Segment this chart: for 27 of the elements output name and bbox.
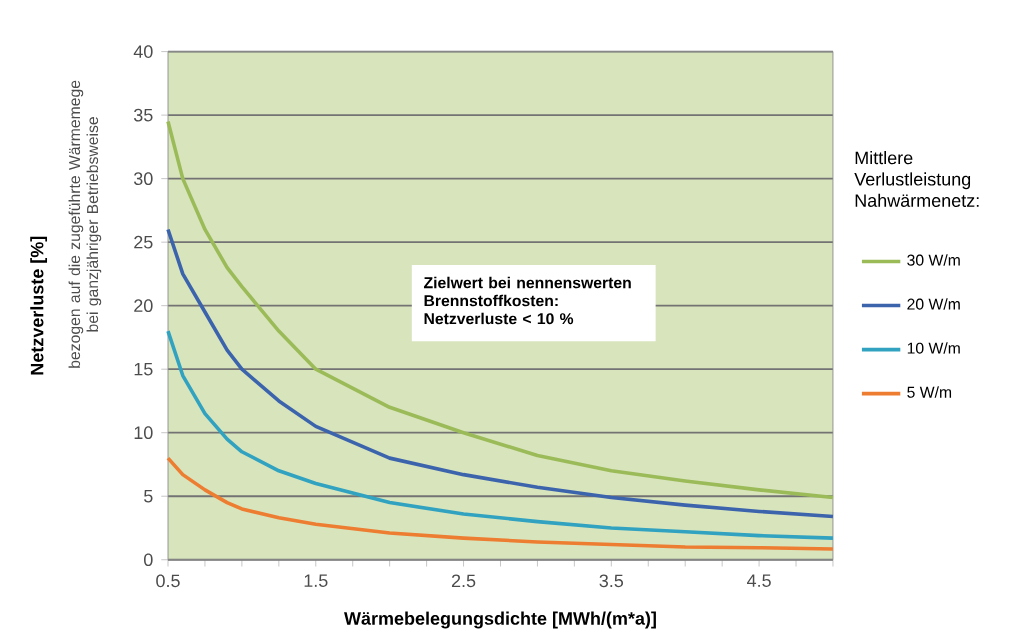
y-tick-label: 15	[134, 362, 153, 376]
y-tick-label: 40	[133, 45, 153, 58]
legend-label: 20 W/m	[907, 298, 960, 310]
legend-title: Mittlere Verlustleistung Nahwärmenetz:	[854, 150, 979, 207]
x-axis-title: Wärmebelegungsdichte [MWh/(m*a)]	[344, 611, 656, 629]
text: bezogen auf die zugeführte Wärmemege bei ganzjähriger Betriebsweise	[68, 80, 102, 368]
line-series	[166, 329, 835, 540]
y-tick-label: 10	[134, 426, 153, 440]
x-tick-label: 3.5	[599, 574, 624, 588]
line-series	[166, 227, 835, 519]
x-tick-label: 2.5	[451, 574, 476, 588]
y-tick-label: 35	[133, 108, 153, 122]
annotation: Zielwert bei nennenswerten Brennstoffkosten: Netzverluste < 10 %	[423, 276, 631, 325]
legend-label: 30 W/m	[907, 254, 960, 266]
x-tick-label: 4.5	[747, 574, 771, 587]
legend-label: 10 W/m	[907, 342, 960, 354]
line-series	[166, 456, 835, 551]
y-axis-title: Netzverluste [%]	[30, 236, 48, 375]
y-tick-label: 5	[144, 489, 153, 503]
x-tick-label: 0.5	[156, 574, 180, 588]
y-tick-label: 25	[134, 235, 153, 249]
y-tick-label: 20	[134, 299, 153, 313]
legend-label: 5 W/m	[907, 386, 952, 398]
y-tick-label: 30	[133, 172, 153, 185]
y-tick-label: 0	[144, 553, 153, 567]
line-series	[166, 119, 835, 500]
x-tick-label: 1.5	[304, 574, 328, 587]
